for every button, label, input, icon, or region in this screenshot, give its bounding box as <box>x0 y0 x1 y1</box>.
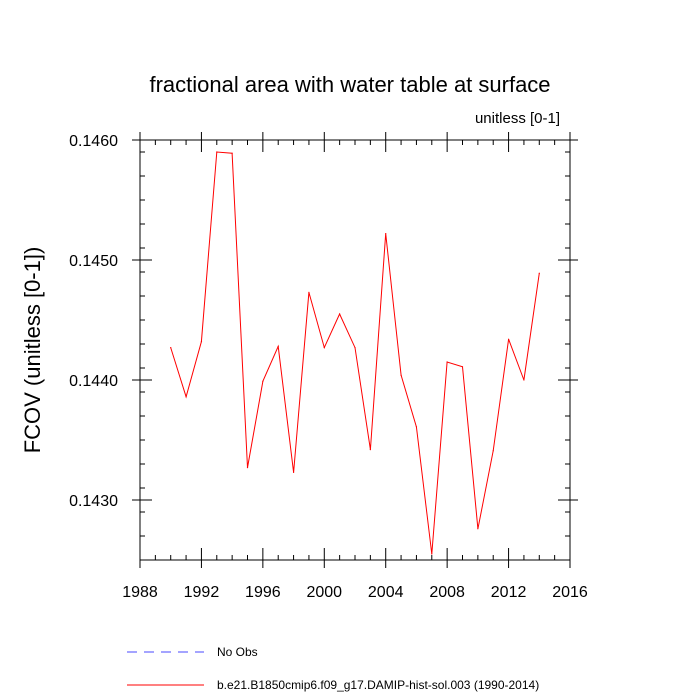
data-point <box>400 374 402 376</box>
chart-title: fractional area with water table at surf… <box>149 72 550 97</box>
data-point <box>385 233 387 235</box>
x-tick-label: 1992 <box>184 584 220 601</box>
data-point <box>246 467 249 469</box>
y-tick-label: 0.1460 <box>69 133 118 150</box>
y-tick-label: 0.1440 <box>69 373 118 390</box>
data-point <box>262 380 264 382</box>
x-tick-label: 2008 <box>429 584 465 601</box>
y-axis-label: FCOV (unitless [0-1]) <box>20 247 45 454</box>
x-tick-labels: 1988 1992 1996 2000 2004 2008 2012 2016 <box>122 584 588 601</box>
legend-label: No Obs <box>217 645 258 659</box>
data-point <box>461 366 464 368</box>
data-point <box>170 347 172 349</box>
x-tick-label: 2000 <box>306 584 342 601</box>
y-tick-labels: 0.1430 0.1440 0.1450 0.1460 <box>69 133 118 510</box>
data-point <box>339 313 341 315</box>
y-tick-label: 0.1430 <box>69 493 118 510</box>
data-point <box>477 528 479 530</box>
units-label: unitless [0-1] <box>475 110 560 127</box>
data-point <box>431 553 433 555</box>
data-point <box>507 338 510 340</box>
legend-label: b.e21.B1850cmip6.f09_g17.DAMIP-hist-sol.… <box>217 678 539 692</box>
x-tick-label: 1988 <box>122 584 158 601</box>
legend: No Obs b.e21.B1850cmip6.f09_g17.DAMIP-his… <box>127 645 539 692</box>
data-series <box>170 151 540 555</box>
data-point <box>446 361 448 363</box>
data-point <box>415 426 418 428</box>
data-point <box>185 396 187 398</box>
axis-ticks <box>132 132 578 568</box>
x-tick-label: 2016 <box>552 584 588 601</box>
data-point <box>292 471 295 473</box>
x-tick-label: 1996 <box>245 584 281 601</box>
data-point <box>369 449 371 451</box>
data-point <box>492 450 494 452</box>
data-point <box>523 379 525 381</box>
data-point <box>308 291 310 293</box>
y-tick-label: 0.1450 <box>69 253 118 270</box>
data-point <box>216 151 218 153</box>
data-point <box>277 345 279 347</box>
x-tick-label: 2012 <box>491 584 527 601</box>
data-point <box>231 152 233 154</box>
data-point <box>354 347 356 349</box>
data-point <box>538 272 540 274</box>
series-line <box>170 151 540 555</box>
data-point <box>323 347 325 349</box>
data-point <box>200 341 203 343</box>
x-tick-label: 2004 <box>368 584 404 601</box>
